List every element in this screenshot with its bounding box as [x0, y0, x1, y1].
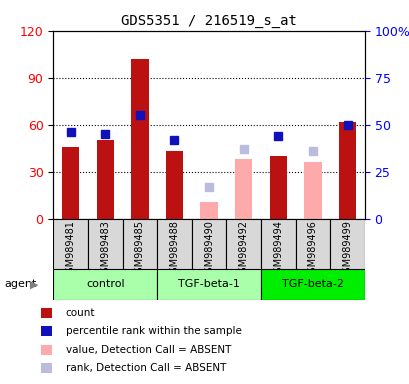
Bar [165, 151, 183, 219]
Bar [338, 122, 355, 219]
Text: GSM989496: GSM989496 [307, 220, 317, 279]
Bar [303, 162, 321, 219]
Bar [131, 59, 148, 219]
Text: TGF-beta-2: TGF-beta-2 [281, 279, 343, 289]
Text: value, Detection Call = ABSENT: value, Detection Call = ABSENT [65, 345, 230, 355]
Text: count: count [65, 308, 95, 318]
Bar [122, 219, 157, 269]
Text: GSM989488: GSM989488 [169, 220, 179, 279]
Bar [295, 219, 330, 269]
Bar [269, 156, 286, 219]
Bar [97, 141, 114, 219]
Text: GSM989481: GSM989481 [65, 220, 75, 279]
Text: ▶: ▶ [30, 279, 39, 289]
Text: TGF-beta-1: TGF-beta-1 [178, 279, 239, 289]
Text: GSM989494: GSM989494 [273, 220, 283, 279]
Bar [62, 147, 79, 219]
Text: GSM989492: GSM989492 [238, 220, 248, 280]
Bar [261, 269, 364, 300]
Text: GSM989499: GSM989499 [342, 220, 352, 279]
Bar [53, 219, 88, 269]
Bar [261, 219, 295, 269]
Bar [88, 219, 122, 269]
Bar [191, 219, 226, 269]
Text: GSM989483: GSM989483 [100, 220, 110, 279]
Title: GDS5351 / 216519_s_at: GDS5351 / 216519_s_at [121, 14, 296, 28]
Text: percentile rank within the sample: percentile rank within the sample [65, 326, 241, 336]
Bar [157, 219, 191, 269]
Bar [200, 202, 217, 219]
Bar [157, 269, 261, 300]
Bar [330, 219, 364, 269]
Bar [226, 219, 261, 269]
Text: agent: agent [4, 279, 36, 289]
Bar [234, 159, 252, 219]
Bar [53, 269, 157, 300]
Text: GSM989485: GSM989485 [135, 220, 144, 280]
Text: GSM989490: GSM989490 [204, 220, 213, 279]
Text: rank, Detection Call = ABSENT: rank, Detection Call = ABSENT [65, 363, 225, 373]
Text: control: control [86, 279, 124, 289]
